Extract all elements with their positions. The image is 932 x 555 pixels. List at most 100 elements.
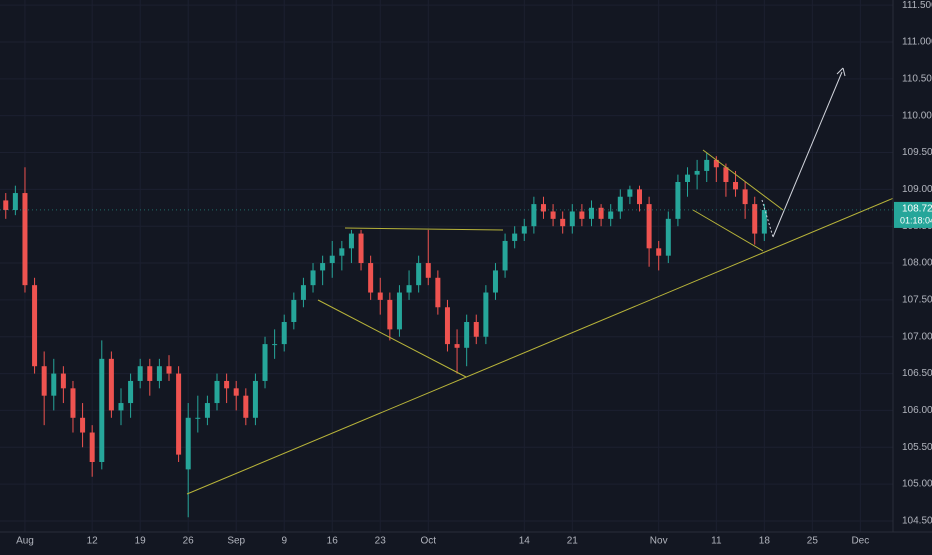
candle-body	[425, 263, 431, 278]
candle-body	[185, 417, 191, 470]
candle-body	[723, 167, 729, 182]
x-tick-label: Oct	[420, 536, 436, 547]
candle-body	[272, 344, 278, 346]
y-tick-label: 107.500	[902, 295, 932, 306]
candle-body	[60, 373, 66, 389]
candle-body	[233, 388, 239, 396]
pattern-line	[317, 299, 467, 378]
candle-body	[742, 189, 748, 205]
candle-body	[550, 211, 556, 219]
candle-body	[348, 233, 354, 249]
candle-body	[675, 182, 681, 219]
x-tick-label: 11	[711, 536, 722, 547]
candle-body	[656, 248, 662, 256]
candle-body	[214, 380, 220, 404]
candle-body	[464, 322, 470, 348]
y-tick-label: 104.500	[902, 516, 932, 527]
candle-body	[224, 380, 230, 389]
candle-body	[579, 211, 585, 219]
resistance-line	[344, 227, 504, 231]
candle-body	[713, 159, 719, 168]
candle-body	[473, 322, 479, 337]
candle-body	[137, 366, 143, 381]
candle-body	[588, 207, 594, 219]
candle-body	[665, 218, 671, 256]
wedge-lower	[692, 209, 764, 252]
candle-body	[166, 366, 172, 374]
candle-body	[483, 292, 489, 337]
candle-body	[387, 299, 393, 330]
candle-body	[704, 159, 710, 171]
candle-body	[195, 417, 201, 419]
candle-body	[99, 358, 105, 462]
candle-body	[320, 263, 326, 271]
x-tick-label: 18	[759, 536, 771, 547]
trend-line	[186, 181, 932, 495]
y-tick-label: 109.000	[902, 184, 932, 195]
x-tick-label: Aug	[16, 536, 34, 547]
x-tick-label: Dec	[851, 536, 869, 547]
candle-body	[492, 270, 498, 293]
y-tick-label: 111.000	[902, 37, 932, 48]
candle-body	[512, 233, 518, 241]
x-tick-label: Sep	[227, 536, 245, 547]
candle-body	[329, 255, 335, 264]
candle-body	[3, 200, 9, 210]
candle-body	[444, 307, 450, 345]
candle-body	[569, 211, 575, 227]
candle-body	[377, 292, 383, 300]
projection-dotted	[761, 199, 774, 238]
candle-body	[531, 204, 537, 227]
candle-body	[685, 174, 691, 182]
candle-body	[521, 226, 527, 234]
x-tick-label: Nov	[650, 536, 668, 547]
candle-body	[761, 210, 767, 234]
candle-body	[396, 292, 402, 330]
x-tick-label: 12	[87, 536, 99, 547]
wedge-upper	[702, 149, 784, 211]
y-tick-label: 106.500	[902, 368, 932, 379]
y-tick-label: 111.500	[902, 0, 932, 11]
candle-body	[118, 403, 124, 411]
candle-body	[32, 285, 38, 367]
candle-body	[560, 218, 566, 227]
countdown-label: 01:18:04	[900, 215, 932, 225]
x-tick-label: 16	[327, 536, 339, 547]
candle-body	[281, 322, 287, 345]
candle-body	[204, 403, 210, 418]
candle-body	[502, 240, 508, 271]
x-tick-label: 19	[135, 536, 147, 547]
candle-body	[243, 395, 249, 418]
candle-body	[752, 204, 758, 234]
candle-body	[128, 380, 134, 404]
candle-body	[637, 189, 643, 205]
candle-body	[358, 233, 364, 264]
candle-body	[339, 248, 345, 256]
candle-body	[454, 344, 460, 348]
candle-body	[406, 285, 412, 293]
candle-body	[80, 417, 86, 433]
candle-body	[368, 263, 374, 293]
candle-body	[733, 182, 739, 190]
candle-body	[291, 299, 297, 322]
candle-body	[646, 204, 652, 249]
candle-body	[147, 366, 153, 381]
candle-body	[176, 373, 182, 455]
candle-body	[262, 344, 268, 381]
x-tick-label: 26	[183, 536, 195, 547]
y-tick-label: 109.500	[902, 147, 932, 158]
candle-body	[41, 366, 47, 396]
candle-body	[598, 207, 604, 219]
arrow-head	[836, 67, 846, 77]
last-price-box	[894, 201, 932, 228]
x-tick-label: 21	[567, 536, 579, 547]
candle-body	[89, 432, 95, 462]
y-tick-label: 105.500	[902, 442, 932, 453]
candles	[3, 152, 767, 518]
y-tick-label: 107.000	[902, 331, 932, 342]
y-tick-label: 108.000	[902, 258, 932, 269]
candle-body	[627, 189, 633, 197]
candle-body	[435, 277, 441, 308]
